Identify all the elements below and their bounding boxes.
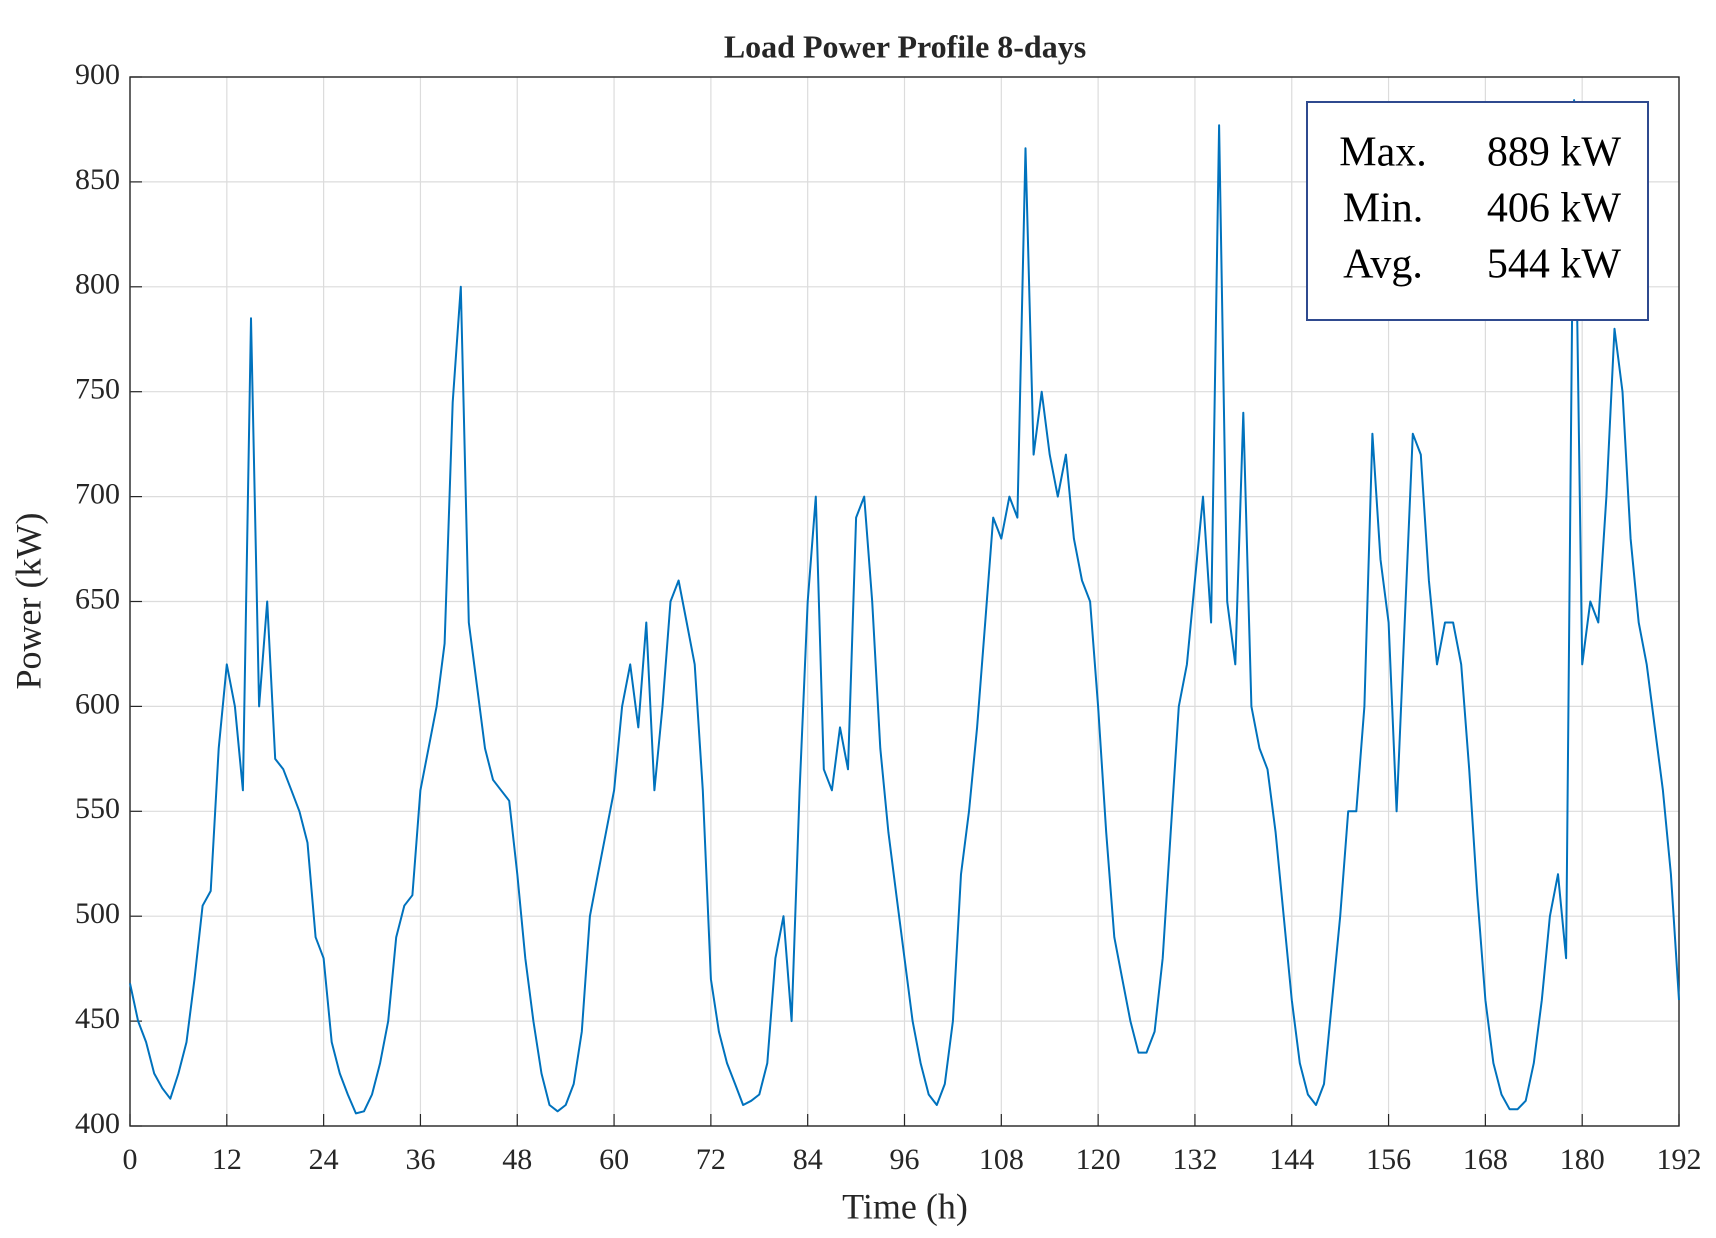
y-tick-label: 400 — [75, 1107, 120, 1140]
annotation-label: Max. — [1339, 130, 1427, 176]
x-tick-label: 84 — [793, 1143, 823, 1176]
x-tick-label: 180 — [1560, 1143, 1605, 1176]
x-axis-label: Time (h) — [842, 1186, 968, 1226]
y-axis-label: Power (kW) — [8, 513, 48, 690]
annotation-value: 406 kW — [1487, 186, 1622, 232]
annotation-label: Min. — [1343, 186, 1424, 232]
x-tick-label: 108 — [979, 1143, 1024, 1176]
y-tick-label: 450 — [75, 1002, 120, 1035]
y-tick-label: 850 — [75, 163, 120, 196]
x-tick-label: 12 — [212, 1143, 242, 1176]
x-tick-label: 60 — [599, 1143, 629, 1176]
x-tick-label: 72 — [696, 1143, 726, 1176]
line-series — [129, 99, 1680, 1115]
plot-frame — [129, 76, 1680, 1127]
x-tick-label: 36 — [405, 1143, 435, 1176]
x-tick-label: 132 — [1172, 1143, 1217, 1176]
y-tick-label: 800 — [75, 268, 120, 301]
annotation-value: 889 kW — [1487, 130, 1622, 176]
x-tick-label: 120 — [1076, 1143, 1121, 1176]
annotation-label: Avg. — [1343, 242, 1423, 288]
x-tick-label: 48 — [502, 1143, 532, 1176]
x-tick-label: 24 — [309, 1143, 339, 1176]
x-tick-label: 96 — [890, 1143, 920, 1176]
x-tick-label: 0 — [123, 1143, 138, 1176]
annotation-box — [1306, 101, 1649, 321]
y-tick-label: 750 — [75, 373, 120, 406]
x-tick-label: 144 — [1269, 1143, 1314, 1176]
y-tick-label: 900 — [75, 58, 120, 91]
x-tick-label: 156 — [1366, 1143, 1411, 1176]
annotation-value: 544 kW — [1487, 242, 1622, 288]
x-tick-label: 192 — [1657, 1143, 1702, 1176]
y-tick-label: 700 — [75, 477, 120, 510]
y-tick-label: 600 — [75, 687, 120, 720]
y-tick-label: 650 — [75, 582, 120, 615]
y-tick-label: 550 — [75, 792, 120, 825]
y-tick-label: 500 — [75, 897, 120, 930]
chart-title: Load Power Profile 8-days — [724, 28, 1086, 64]
x-tick-label: 168 — [1463, 1143, 1508, 1176]
